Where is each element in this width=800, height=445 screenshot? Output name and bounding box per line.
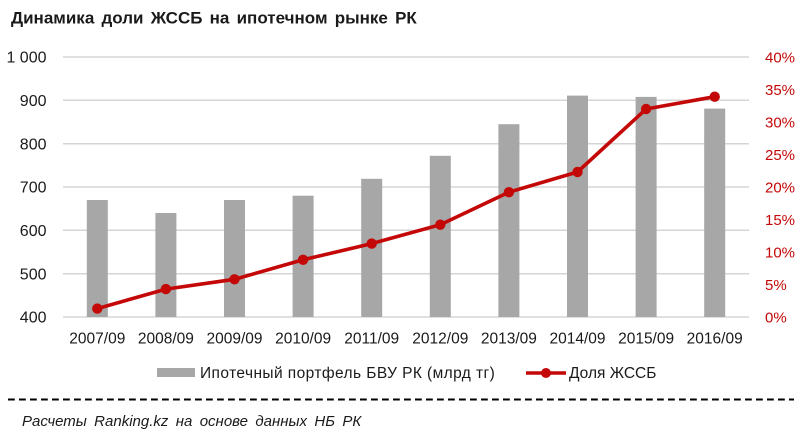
svg-text:2012/09: 2012/09 xyxy=(412,331,468,348)
svg-text:2014/09: 2014/09 xyxy=(549,331,605,348)
svg-text:Ипотечный портфель БВУ РК (млр: Ипотечный портфель БВУ РК (млрд тг) xyxy=(200,365,495,382)
svg-text:2016/09: 2016/09 xyxy=(687,331,743,348)
svg-text:20%: 20% xyxy=(765,180,795,197)
svg-text:Динамика доли ЖССБ на ипотечно: Динамика доли ЖССБ на ипотечном рынке РК xyxy=(11,9,417,28)
svg-text:2010/09: 2010/09 xyxy=(275,331,331,348)
svg-text:30%: 30% xyxy=(765,115,795,132)
svg-text:900: 900 xyxy=(20,93,47,110)
svg-text:15%: 15% xyxy=(765,212,795,229)
svg-text:2015/09: 2015/09 xyxy=(618,331,674,348)
svg-text:2011/09: 2011/09 xyxy=(344,331,399,348)
svg-text:2013/09: 2013/09 xyxy=(481,331,537,348)
svg-text:10%: 10% xyxy=(765,245,795,262)
svg-text:400: 400 xyxy=(20,310,47,327)
svg-text:2009/09: 2009/09 xyxy=(206,331,262,348)
svg-text:35%: 35% xyxy=(765,82,795,99)
svg-text:Доля ЖССБ: Доля ЖССБ xyxy=(569,365,656,382)
svg-text:40%: 40% xyxy=(765,50,795,67)
svg-text:2008/09: 2008/09 xyxy=(138,331,194,348)
svg-text:Расчеты Ranking.kz на основе д: Расчеты Ranking.kz на основе данных НБ Р… xyxy=(22,413,362,430)
svg-text:600: 600 xyxy=(20,223,47,240)
svg-text:25%: 25% xyxy=(765,147,795,164)
svg-text:700: 700 xyxy=(20,180,47,197)
svg-text:800: 800 xyxy=(20,136,47,153)
svg-text:500: 500 xyxy=(20,266,47,283)
svg-text:5%: 5% xyxy=(765,277,787,294)
svg-text:2007/09: 2007/09 xyxy=(69,331,125,348)
svg-text:1 000: 1 000 xyxy=(6,50,46,67)
svg-text:0%: 0% xyxy=(765,310,787,327)
